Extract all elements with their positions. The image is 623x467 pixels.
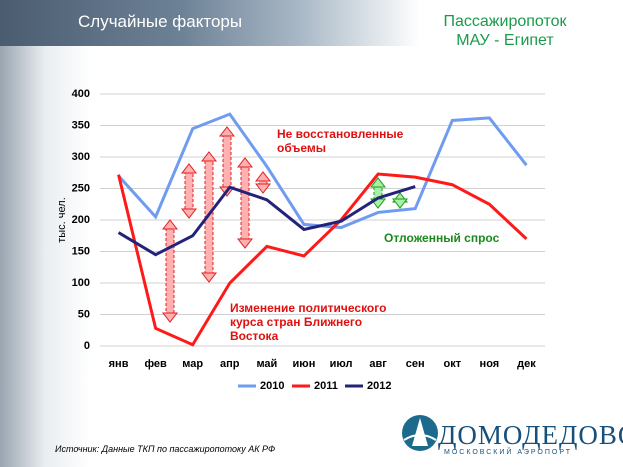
x-tick-label: фев	[144, 358, 167, 370]
arrow-head	[180, 163, 198, 174]
arrow-head	[161, 312, 179, 323]
annotation: Отложенный спрос	[384, 231, 500, 245]
annotation-arrow	[254, 171, 272, 194]
x-tick-label: июн	[293, 358, 316, 370]
arrow-shaft	[184, 171, 194, 211]
legend-label: 2011	[314, 380, 338, 392]
arrow-head	[161, 219, 179, 230]
x-tick-label: янв	[109, 358, 129, 370]
annotation: Не восстановленные объемы	[277, 127, 404, 155]
x-tick-label: авг	[369, 358, 387, 370]
arrow-head	[391, 198, 409, 209]
series-line	[117, 172, 528, 347]
slide-title: Случайные факторы	[78, 12, 243, 31]
legend-label: 2010	[260, 380, 284, 392]
x-tick-label: сен	[406, 358, 425, 370]
y-tick-label: 0	[84, 340, 90, 352]
arrow-head	[218, 126, 236, 137]
chart-title: Пассажиропоток МАУ - Египет	[443, 13, 567, 49]
annotation-arrow	[391, 192, 409, 209]
x-tick-label: дек	[517, 358, 536, 370]
x-tick-label: окт	[443, 358, 461, 370]
annotation-arrow	[180, 163, 198, 219]
arrow-shaft	[165, 227, 175, 315]
y-tick-label: 350	[72, 119, 90, 131]
arrow-shaft	[240, 165, 250, 241]
arrow-head	[236, 157, 254, 168]
annotation-arrow	[218, 126, 236, 197]
y-tick-label: 300	[72, 151, 90, 163]
arrow-head	[236, 238, 254, 249]
logo-name: ДОМОДЕДОВО	[438, 420, 623, 450]
arrow-shaft	[222, 134, 232, 189]
y-tick-label: 50	[78, 308, 90, 320]
logo-icon	[402, 415, 438, 451]
y-axis-label: тыс. чел.	[56, 197, 68, 243]
arrow-head	[180, 208, 198, 219]
legend-label: 2012	[367, 380, 391, 392]
x-tick-label: мар	[182, 358, 203, 370]
annotation: Изменение политического курса стран Ближ…	[230, 301, 387, 343]
arrow-head	[200, 151, 218, 162]
x-tick-label: ноя	[480, 358, 500, 370]
series-line	[117, 185, 416, 257]
y-tick-label: 100	[72, 277, 90, 289]
arrow-head	[254, 171, 272, 182]
y-tick-label: 200	[72, 214, 90, 226]
annotation-arrow	[161, 219, 179, 323]
y-tick-label: 150	[72, 245, 90, 257]
y-tick-label: 250	[72, 182, 90, 194]
annotation-arrow	[236, 157, 254, 249]
y-tick-label: 400	[72, 88, 90, 100]
source-note: Источник: Данные ТКП по пассажиропотоку …	[55, 444, 276, 454]
annotation-arrow	[200, 151, 218, 283]
x-tick-label: июл	[330, 358, 353, 370]
x-tick-label: май	[256, 358, 277, 370]
arrow-head	[254, 183, 272, 194]
arrow-head	[369, 177, 387, 188]
x-tick-label: апр	[220, 358, 240, 370]
header-band	[0, 0, 623, 46]
arrow-head	[200, 272, 218, 283]
logo-subtitle: МОСКОВСКИЙ АЭРОПОРТ	[444, 449, 572, 456]
